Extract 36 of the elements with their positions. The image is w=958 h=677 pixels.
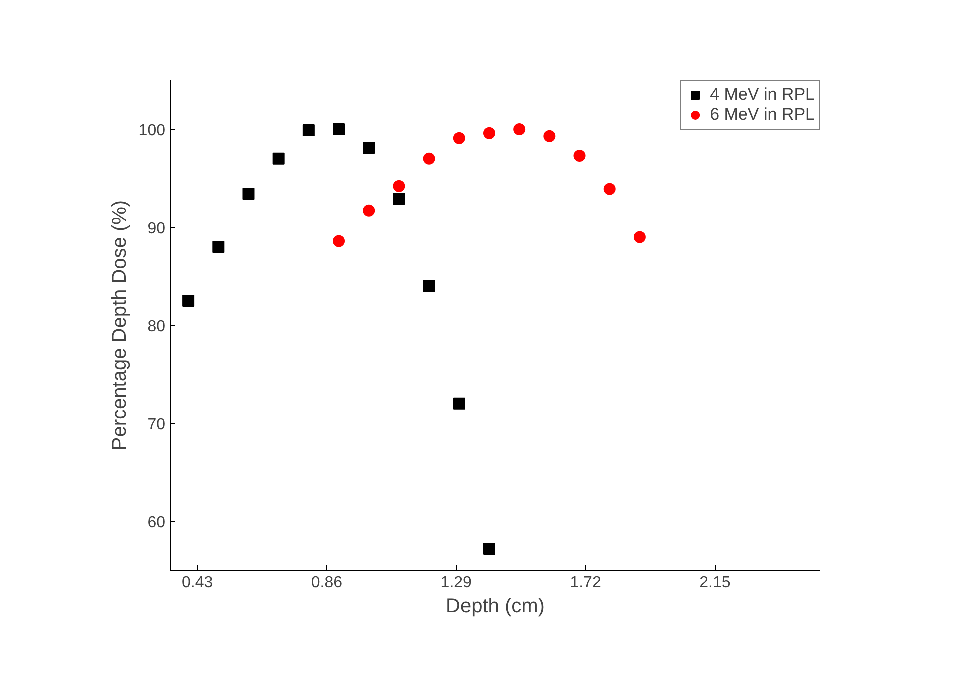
- point: [483, 542, 496, 555]
- x-axis-title: Depth (cm): [446, 596, 545, 618]
- point: [393, 180, 406, 192]
- point: [453, 398, 466, 410]
- point: [453, 132, 466, 144]
- point: [544, 130, 556, 142]
- legend-label: 6 MeV in RPL: [710, 105, 815, 125]
- y-tick-label: 100: [138, 122, 166, 140]
- point: [333, 124, 346, 136]
- y-axis-title: Percentage Depth Dose (%): [108, 200, 131, 451]
- point: [423, 152, 436, 165]
- point: [604, 183, 616, 196]
- x-tick-label: 0.43: [182, 574, 214, 592]
- point: [363, 142, 376, 154]
- point: [483, 127, 496, 140]
- point: [272, 152, 285, 165]
- point: [634, 231, 646, 244]
- point: [212, 241, 225, 254]
- point: [574, 150, 586, 162]
- x-tick-label: 0.86: [311, 574, 343, 592]
- point: [182, 295, 195, 307]
- x-tick-label: 1.72: [570, 574, 602, 592]
- y-tick-label: 90: [148, 220, 166, 238]
- x-tick-label: 1.29: [440, 574, 472, 592]
- legend-label: 4 MeV in RPL: [710, 85, 815, 105]
- point: [514, 124, 526, 136]
- point: [393, 193, 406, 206]
- point: [302, 124, 315, 136]
- y-tick-label: 60: [148, 514, 166, 532]
- y-tick-label: 80: [148, 318, 166, 336]
- x-tick-label: 2.15: [700, 574, 731, 592]
- point: [423, 280, 436, 292]
- point: [333, 235, 346, 248]
- y-tick-label: 70: [148, 416, 166, 434]
- point: [242, 188, 255, 200]
- point: [363, 204, 376, 217]
